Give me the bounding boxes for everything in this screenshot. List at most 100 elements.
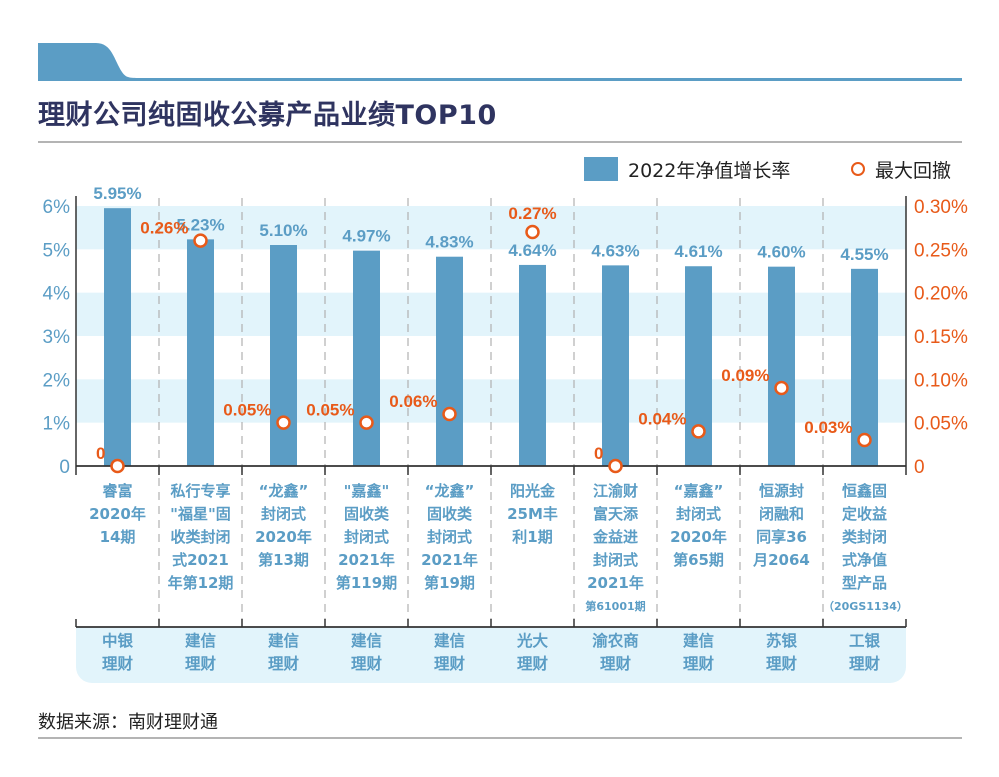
institution-name-line: 建信	[350, 632, 382, 650]
legend-item-drawdown: 最大回撤	[851, 152, 951, 186]
institution-label: 光大 理财	[491, 630, 574, 676]
bar-value-label: 4.63%	[591, 241, 639, 260]
drawdown-marker	[857, 432, 872, 448]
bar	[187, 239, 214, 466]
product-name-line: 年第12期	[167, 574, 234, 592]
product-name-label: “龙鑫” 封闭式 2020年 第13期	[242, 480, 325, 572]
drawdown-marker	[359, 415, 374, 430]
drawdown-marker	[525, 224, 540, 240]
product-name-line: 月2064	[753, 551, 810, 569]
drawdown-value-label: 0.27%	[508, 204, 556, 223]
product-name-label: 阳光金 25M丰 利1期	[491, 480, 574, 549]
product-name-line: 江渝财	[592, 482, 638, 500]
product-name-line: 固收类	[343, 505, 389, 523]
product-name-label: "嘉鑫" 固收类 封闭式 2021年 第119期	[325, 480, 408, 595]
institution-label: 建信 理财	[408, 630, 491, 676]
y-right-tick-label: 0.05%	[914, 414, 968, 435]
product-name-line: “龙鑫”	[258, 482, 309, 500]
institution-name-line: 理财	[682, 655, 714, 673]
circle-marker-icon	[851, 162, 865, 176]
institution-name-line: 理财	[516, 655, 548, 673]
institution-name-line: 建信	[267, 632, 299, 650]
drawdown-value-label: 0.05%	[306, 401, 354, 420]
product-name-line: 恒鑫固	[841, 482, 887, 500]
institution-name-line: 中银	[101, 632, 133, 650]
product-name-line: 收类封闭	[170, 528, 231, 546]
product-name-line: 2020年	[89, 505, 146, 523]
drawdown-value-label: 0.06%	[389, 392, 437, 411]
y-right-tick-label: 0.20%	[914, 284, 968, 305]
y-left-tick-label: 0	[59, 457, 70, 478]
product-name-line: 第61001期	[585, 600, 646, 613]
product-name-label: “嘉鑫” 封闭式 2020年 第65期	[657, 480, 740, 572]
institution-name-line: 理财	[101, 655, 133, 673]
drawdown-value-label: 0	[594, 444, 603, 463]
footer-divider	[38, 737, 962, 739]
institution-name-line: 光大	[516, 632, 548, 650]
bar	[768, 266, 795, 466]
product-name-line: 金益进	[592, 528, 638, 546]
institution-label: 渝农商 理财	[574, 630, 657, 676]
page-title: 理财公司纯固收公募产品业绩TOP10	[38, 100, 497, 131]
product-name-line: 2020年	[670, 528, 727, 546]
bar	[519, 264, 546, 466]
bar-value-label: 4.55%	[840, 245, 888, 264]
drawdown-value-label: 0	[96, 444, 105, 463]
bar	[353, 250, 380, 466]
y-left-tick-label: 5%	[43, 240, 71, 261]
legend-item-growth: 2022年净值增长率	[584, 152, 790, 186]
product-name-line: 闭融和	[758, 505, 804, 523]
institution-name-line: 建信	[433, 632, 465, 650]
drawdown-marker	[193, 233, 208, 248]
product-name-line: 2021年	[421, 551, 478, 569]
drawdown-value-label: 0.05%	[223, 401, 271, 420]
y-left-tick-label: 2%	[43, 370, 71, 391]
product-name-line: 第19期	[424, 574, 475, 592]
product-name-line: 睿富	[102, 482, 133, 500]
product-name-line: 恒源封	[758, 482, 804, 500]
product-name-line: 封闭式	[675, 505, 721, 523]
y-right-tick-label: 0.30%	[914, 197, 968, 218]
institution-name-line: 理财	[848, 655, 880, 673]
product-name-label: “龙鑫” 固收类 封闭式 2021年 第19期	[408, 480, 491, 595]
product-name-line: 私行专享	[170, 482, 231, 500]
y-right-tick-label: 0.15%	[914, 327, 968, 348]
product-name-line: 封闭式	[343, 528, 389, 546]
product-name-line: 2021年	[338, 551, 395, 569]
product-name-line: 14期	[99, 528, 136, 546]
product-name-line: 类封闭	[841, 528, 887, 546]
product-name-label: 恒源封 闭融和 同享36 月2064	[740, 480, 823, 572]
drawdown-marker	[691, 424, 706, 439]
product-name-line: “龙鑫”	[424, 482, 475, 500]
product-name-line: 封闭式	[592, 551, 638, 569]
institution-name-line: 理财	[765, 655, 797, 673]
product-name-label: 江渝财 富天添 金益进 封闭式 2021年 第61001期	[574, 480, 657, 618]
institution-label: 建信 理财	[657, 630, 740, 676]
institution-name-line: 理财	[599, 655, 631, 673]
y-left-tick-label: 1%	[43, 414, 71, 435]
product-name-line: （20GS1134）	[823, 600, 908, 613]
institution-name-line: 理财	[267, 655, 299, 673]
bar	[602, 265, 629, 466]
product-name-line: 2021年	[587, 574, 644, 592]
institution-name-line: 理财	[184, 655, 216, 673]
product-name-line: “嘉鑫”	[673, 482, 724, 500]
institution-name-line: 理财	[350, 655, 382, 673]
y-right-tick-label: 0.10%	[914, 370, 968, 391]
bar-value-label: 5.10%	[259, 221, 307, 240]
bar	[104, 208, 131, 466]
product-name-line: 式净值	[841, 551, 887, 569]
bar-value-label: 4.64%	[508, 241, 556, 260]
product-name-line: "嘉鑫"	[343, 482, 390, 500]
legend-label-growth: 2022年净值增长率	[628, 159, 791, 182]
drawdown-value-label: 0.26%	[140, 219, 188, 238]
institution-label: 中银 理财	[76, 630, 159, 676]
data-source: 数据来源：南财理财通	[38, 712, 218, 733]
product-name-line: 定收益	[841, 505, 887, 523]
bar-value-label: 5.23%	[176, 215, 224, 234]
drawdown-value-label: 0.09%	[721, 366, 769, 385]
bar-value-label: 4.83%	[425, 233, 473, 252]
drawdown-marker	[774, 380, 789, 396]
institution-name-line: 建信	[184, 632, 216, 650]
